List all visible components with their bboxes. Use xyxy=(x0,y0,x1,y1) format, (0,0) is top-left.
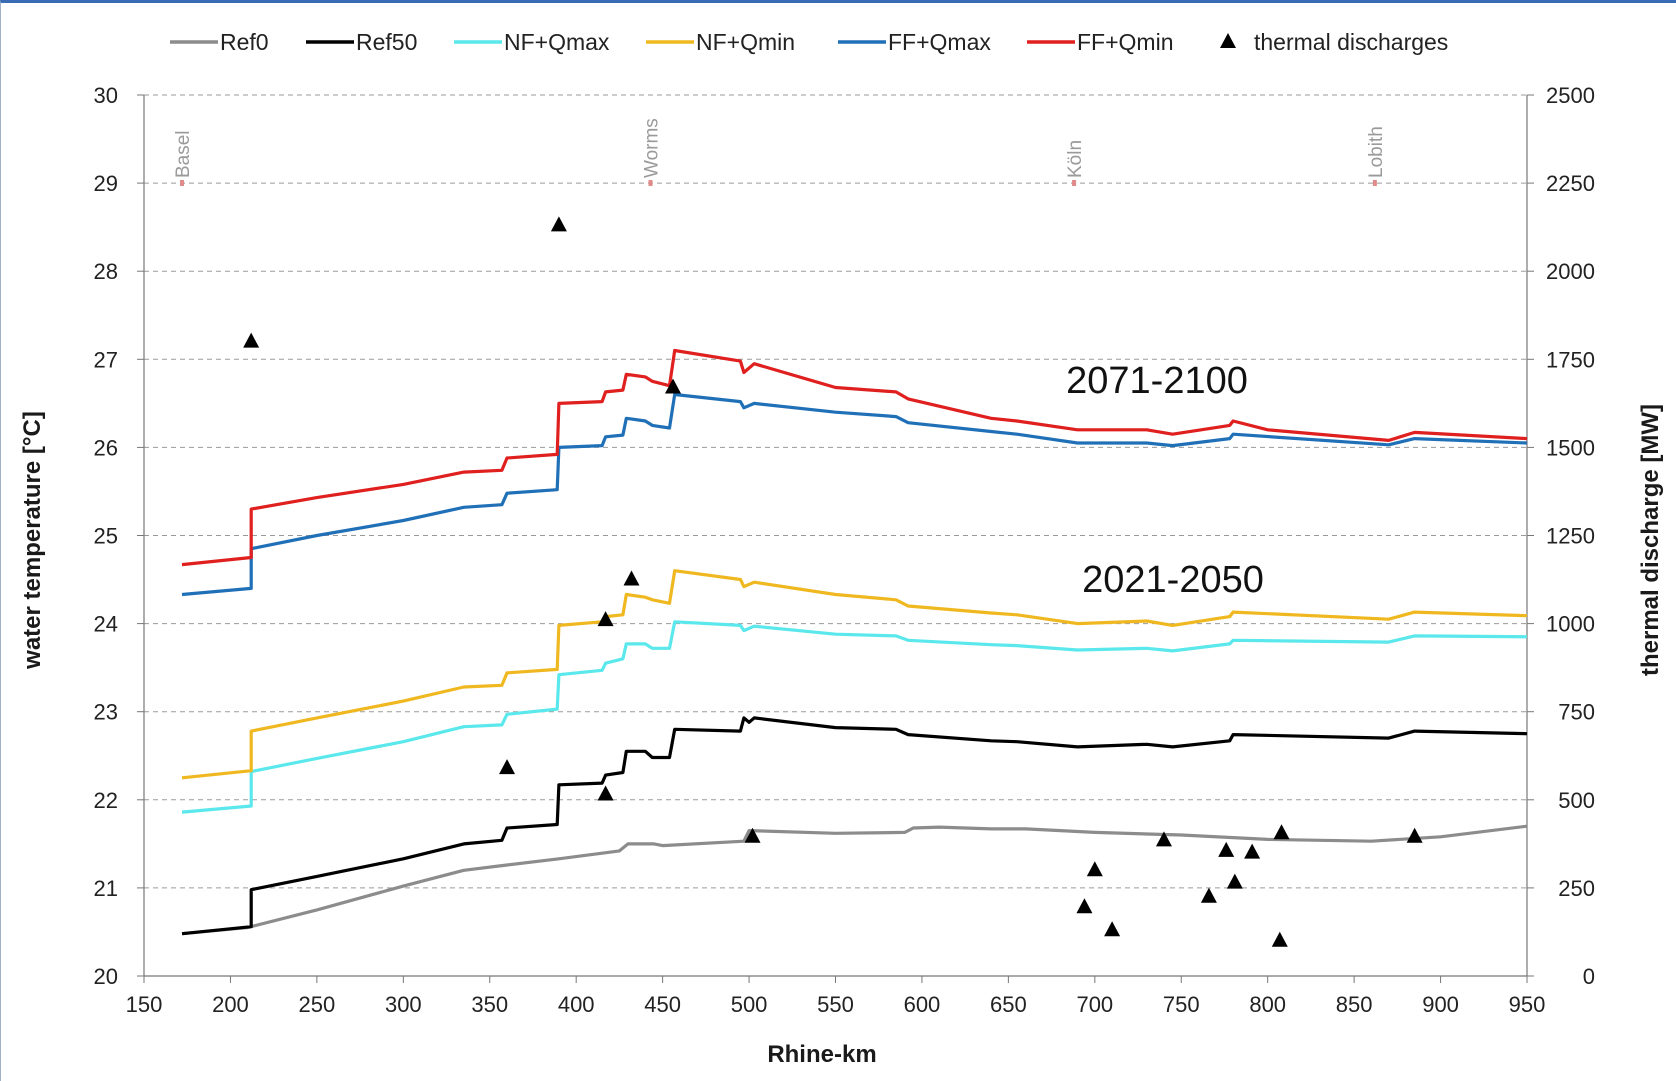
legend-swatch-thermal-discharges xyxy=(1220,33,1236,48)
y2-tick-label: 750 xyxy=(1558,700,1595,725)
annotation-2071-2100: 2071-2100 xyxy=(1066,360,1248,402)
y-tick-label: 30 xyxy=(94,83,118,108)
y-tick-label: 24 xyxy=(94,612,118,637)
legend-label: NF+Qmax xyxy=(504,29,610,55)
thermal-discharge-marker xyxy=(623,570,640,586)
thermal-discharge-markers xyxy=(243,216,1423,947)
legend-label: FF+Qmax xyxy=(888,29,991,55)
y-tick-label: 26 xyxy=(94,435,118,460)
legend-label: Ref50 xyxy=(356,29,417,55)
location-label: Lobith xyxy=(1366,126,1387,178)
thermal-discharge-marker xyxy=(1271,931,1288,947)
thermal-discharge-marker xyxy=(1104,921,1121,937)
legend-label: Ref0 xyxy=(220,29,269,55)
x-tick-label: 200 xyxy=(212,992,249,1017)
thermal-discharge-marker xyxy=(1273,824,1290,840)
x-tick-label: 650 xyxy=(990,992,1027,1017)
thermal-discharge-marker xyxy=(744,827,761,843)
y2-tick-label: 2250 xyxy=(1546,171,1595,196)
location-tick xyxy=(1072,180,1077,186)
y-tick-label: 23 xyxy=(94,700,118,725)
legend-label: thermal discharges xyxy=(1254,29,1448,55)
thermal-discharge-marker xyxy=(1218,841,1235,857)
series-lines xyxy=(181,348,1528,936)
y-tick-label: 22 xyxy=(94,788,118,813)
x-tick-label: 450 xyxy=(644,992,681,1017)
y2-tick-label: 2500 xyxy=(1546,83,1595,108)
y2-tick-label: 0 xyxy=(1583,964,1595,989)
thermal-discharge-marker xyxy=(1086,861,1103,877)
y2-tick-label: 1250 xyxy=(1546,524,1595,549)
y-tick-label: 25 xyxy=(94,524,118,549)
x-tick-label: 750 xyxy=(1163,992,1200,1017)
series-line-nf-qmin xyxy=(181,569,1528,780)
grid-lines xyxy=(144,94,1527,889)
thermal-discharge-marker xyxy=(1406,827,1423,843)
y-axis-label: water temperature [°C] xyxy=(19,411,46,670)
location-label: Worms xyxy=(642,118,663,178)
series-line-ff-qmax xyxy=(181,392,1528,597)
y-tick-label: 20 xyxy=(94,964,118,989)
series-line-ref0 xyxy=(181,824,1528,936)
annotation-2021-2050: 2021-2050 xyxy=(1082,559,1264,601)
location-tick xyxy=(1372,180,1377,186)
series-line-nf-qmax xyxy=(181,620,1528,814)
tick-labels: 150 200 250 300 350 400 450 500 550 600 650 700 750 8… xyxy=(94,83,1595,1017)
series-line-ff-qmin xyxy=(181,348,1528,567)
y-tick-label: 27 xyxy=(94,347,118,372)
x-tick-label: 800 xyxy=(1249,992,1286,1017)
x-tick-label: 400 xyxy=(558,992,595,1017)
y2-tick-label: 500 xyxy=(1558,788,1595,813)
x-tick-label: 250 xyxy=(299,992,336,1017)
thermal-discharge-marker xyxy=(1200,887,1217,903)
x-tick-label: 850 xyxy=(1336,992,1373,1017)
thermal-discharge-marker xyxy=(1226,873,1243,889)
thermal-discharge-marker xyxy=(243,332,260,348)
thermal-discharge-marker xyxy=(597,611,614,627)
x-tick-label: 350 xyxy=(471,992,508,1017)
x-tick-label: 900 xyxy=(1422,992,1459,1017)
legend: Ref0 Ref50 NF+Qmax NF+Qmin FF+Qmax FF+Qmin the… xyxy=(170,29,1448,55)
location-label: Köln xyxy=(1065,140,1086,178)
location-markers: Basel Worms Köln Lobith xyxy=(173,118,1387,186)
x-tick-label: 300 xyxy=(385,992,422,1017)
axes xyxy=(137,94,1534,983)
x-tick-label: 550 xyxy=(817,992,854,1017)
y2-tick-label: 250 xyxy=(1558,876,1595,901)
thermal-discharge-marker xyxy=(499,759,516,775)
y2-tick-label: 1750 xyxy=(1546,347,1595,372)
thermal-discharge-marker xyxy=(1155,831,1172,847)
x-tick-label: 500 xyxy=(731,992,768,1017)
thermal-discharge-marker xyxy=(1244,843,1261,859)
thermal-discharge-marker xyxy=(597,785,614,801)
y-tick-label: 29 xyxy=(94,171,118,196)
thermal-discharge-marker xyxy=(550,216,567,232)
y-tick-label: 28 xyxy=(94,259,118,284)
y2-tick-label: 1500 xyxy=(1546,435,1595,460)
thermal-discharge-marker xyxy=(664,378,681,394)
y2-axis-label: thermal discharge [MW] xyxy=(1637,404,1664,676)
x-axis-label: Rhine-km xyxy=(767,1041,876,1068)
location-label: Basel xyxy=(173,130,194,178)
y2-tick-label: 2000 xyxy=(1546,259,1595,284)
thermal-discharge-marker xyxy=(1076,898,1093,914)
x-tick-label: 950 xyxy=(1509,992,1546,1017)
legend-label: FF+Qmin xyxy=(1077,29,1173,55)
x-tick-label: 700 xyxy=(1076,992,1113,1017)
y-tick-label: 21 xyxy=(94,876,118,901)
location-tick xyxy=(180,180,185,186)
y2-tick-label: 1000 xyxy=(1546,612,1595,637)
x-tick-label: 150 xyxy=(126,992,163,1017)
location-tick xyxy=(648,180,653,186)
x-tick-label: 600 xyxy=(904,992,941,1017)
legend-label: NF+Qmin xyxy=(696,29,795,55)
series-line-ref50 xyxy=(181,716,1528,936)
